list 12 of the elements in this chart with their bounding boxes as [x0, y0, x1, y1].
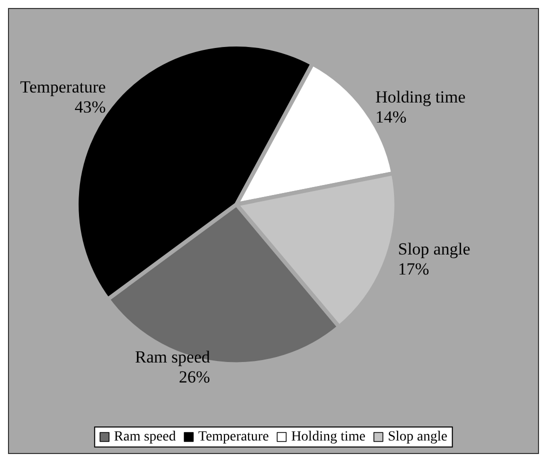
data-label: 14%	[375, 108, 407, 127]
data-label: 17%	[398, 259, 430, 278]
legend-label: Slop angle	[388, 430, 448, 444]
slice-label: Holding time	[375, 88, 466, 107]
legend-label: Temperature	[198, 430, 269, 444]
legend-label: Holding time	[291, 430, 366, 444]
slice-label: Temperature	[20, 77, 106, 96]
slice-label: Ram speed	[134, 348, 211, 367]
data-label: 26%	[178, 368, 210, 387]
slice-label: Slop angle	[398, 239, 470, 258]
data-label: 43%	[74, 97, 106, 116]
legend-label: Ram speed	[114, 430, 176, 444]
